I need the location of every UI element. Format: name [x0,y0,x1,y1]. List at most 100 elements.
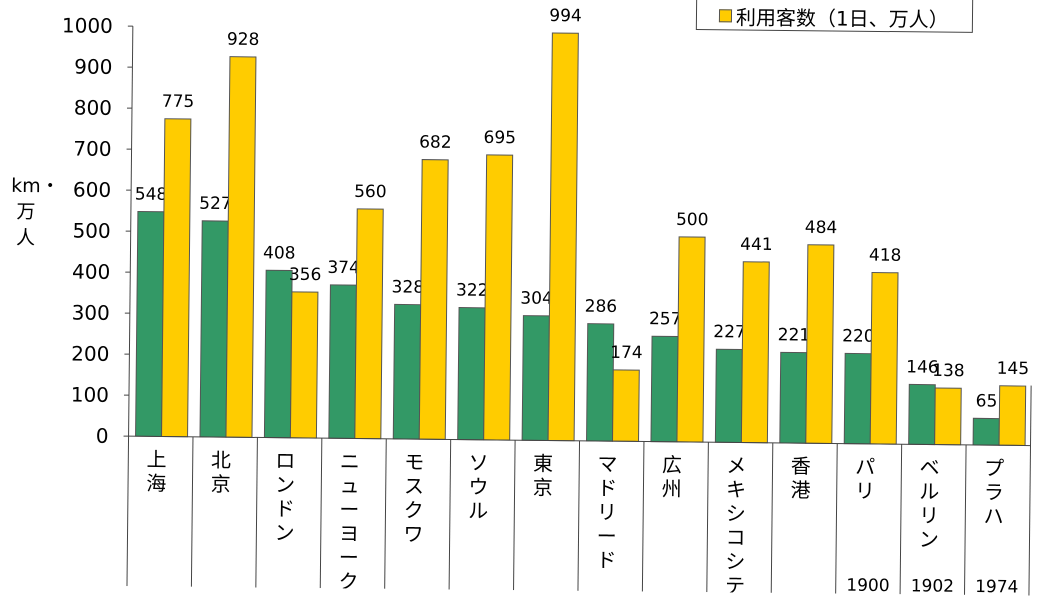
bar-length [587,324,614,442]
y-axis-label: km・万人 [10,173,41,251]
bar-length [973,418,999,445]
category-label: ベルリン [919,455,940,551]
data-label: 682 [419,133,452,153]
category-label: マドリード [596,452,617,572]
category-label: 広州 [662,453,683,501]
y-tick-label: 100 [71,383,109,407]
data-label: 328 [392,277,425,297]
category-divider [771,443,773,593]
bar-length [909,384,936,444]
category-divider [514,440,516,590]
data-label: 441 [740,235,773,255]
bar-ridership [162,119,191,437]
data-label: 695 [484,128,517,148]
bar-ridership [613,370,640,442]
bar-ridership [290,292,318,438]
category-divider [127,436,129,586]
bar-length [458,308,485,440]
category-divider [449,439,451,589]
bar-length [651,336,678,442]
data-label: 374 [327,258,360,278]
category-divider [320,438,322,588]
category-divider [965,445,967,595]
data-label: 418 [869,245,902,265]
category-label: ニューヨーク [338,449,360,593]
category-label: メキシコシティ [725,453,747,595]
category-divider [642,442,644,592]
data-label: 560 [354,182,387,202]
data-label: 257 [649,309,682,329]
data-label: 221 [778,325,811,345]
data-label: 408 [263,243,296,263]
category-divider [578,441,580,591]
y-tick-label: 500 [72,219,110,243]
year-label: 1900 [846,576,889,596]
bar-ridership [484,155,513,440]
data-label: 484 [805,218,838,238]
category-label: パリ [855,455,876,503]
bar-ridership [870,273,898,445]
y-tick-label: 900 [74,55,112,79]
y-tick-label: 400 [72,260,110,284]
bar-ridership [226,57,256,438]
data-label: 928 [227,30,260,50]
legend-label: 利用客数（1日、万人） [736,1,949,32]
bar-length [200,221,228,437]
data-label: 286 [585,297,618,317]
category-label: プラハ [983,456,1004,528]
bar-length [715,349,742,442]
data-label: 227 [713,322,746,342]
bar-ridership [741,262,769,443]
category-divider [385,439,387,589]
data-label: 775 [162,92,195,112]
y-tick-label: 1000 [62,13,113,38]
bar-length [329,285,357,439]
bar-ridership [677,237,705,442]
y-tick-label: 800 [74,96,112,120]
category-divider [707,442,709,592]
legend: 利用客数（1日、万人） [696,0,974,33]
y-tick-label: 300 [72,301,110,325]
data-label: 145 [997,359,1030,379]
bar-length [264,270,292,438]
category-label: 東京 [533,451,554,499]
data-label: 304 [520,289,553,309]
data-label: 138 [932,361,965,381]
category-divider [191,437,193,587]
year-label: 1902 [911,576,954,595]
y-tick-label: 200 [71,342,109,366]
category-label: ソウル [468,451,489,523]
bar-length [780,352,807,443]
data-label: 174 [610,343,643,363]
year-label: 1974 [975,577,1018,596]
category-divider [256,437,258,587]
data-label: 322 [456,281,489,301]
category-label: 上海 [146,447,167,495]
data-label: 548 [135,184,168,204]
data-label: 527 [199,194,232,214]
category-divider [836,444,838,594]
bar-length [844,353,871,443]
bar-length [522,316,549,441]
bar-length [393,304,420,439]
category-label: ロンドン [274,449,295,545]
category-divider [900,444,902,594]
data-label: 220 [842,326,875,346]
data-label: 65 [976,391,998,411]
bar-ridership [806,245,834,444]
legend-item-ridership: 利用客数（1日、万人） [719,1,949,32]
bar-ridership [999,386,1026,446]
bar-ridership [419,160,448,440]
bar-ridership [548,33,578,441]
bar-length [136,212,164,437]
y-tick-label: 700 [73,137,111,161]
category-divider [1029,386,1031,596]
bar-ridership [355,209,383,439]
data-label: 994 [549,6,582,26]
category-label: 北京 [211,448,232,496]
y-tick-label: 600 [73,178,111,202]
data-label: 356 [289,265,322,285]
category-label: 香港 [790,454,811,502]
